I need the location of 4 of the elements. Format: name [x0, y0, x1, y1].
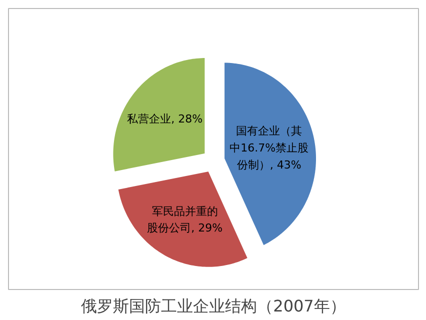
- slice-label: 国有企业（其中16.7%禁止股份制）, 43%: [230, 124, 309, 172]
- slice-label: 私营企业, 28%: [127, 112, 203, 126]
- slice-label: 军民品并重的股份公司, 29%: [147, 204, 223, 235]
- text: 俄罗斯国防工业企业结构（2007年）: [81, 296, 346, 316]
